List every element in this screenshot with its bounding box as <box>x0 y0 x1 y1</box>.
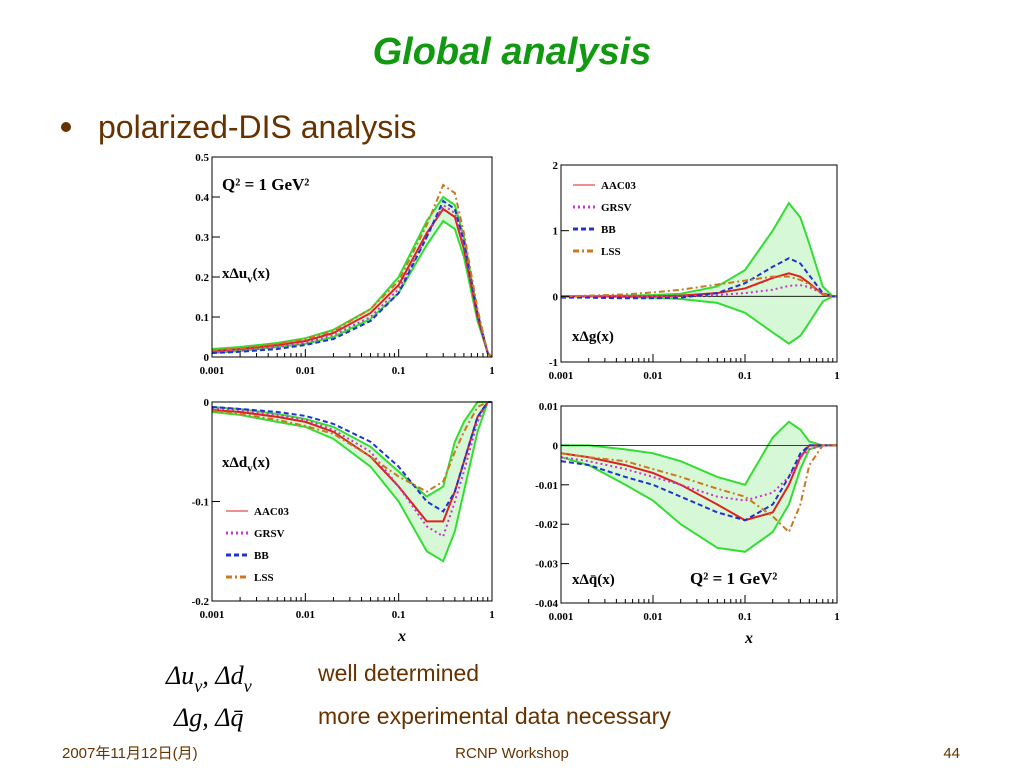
note-text: more experimental data necessary <box>318 703 671 729</box>
x-tick-label: 1 <box>834 370 840 382</box>
x-tick-label: 0.01 <box>643 370 662 382</box>
y-tick-label: -0.01 <box>535 480 558 492</box>
series-line <box>211 203 493 358</box>
formula: Δuv, Δdv <box>165 661 253 696</box>
x-tick-label: 0.001 <box>549 370 574 382</box>
formula-part: Δu <box>165 661 194 690</box>
series-line <box>561 257 837 300</box>
series-line <box>211 401 492 523</box>
bullet-text: polarized-DIS analysis <box>98 109 416 145</box>
footer-page: 44 <box>943 745 960 762</box>
legend-label: BB <box>601 224 616 236</box>
plot-frame <box>211 156 493 358</box>
plot-frame <box>560 164 838 363</box>
y-tick-label: 0.3 <box>195 232 209 244</box>
x-tick-label: 0.01 <box>643 611 662 623</box>
legend-label: AAC03 <box>601 180 636 192</box>
x-tick-label: 0.1 <box>738 370 752 382</box>
y-tick-label: 0 <box>204 352 210 364</box>
x-axis-label: x <box>397 628 406 645</box>
x-tick-label: 1 <box>834 611 840 623</box>
series-line <box>211 401 492 493</box>
annotation-part: xΔd <box>222 455 248 471</box>
y-tick-label: 2 <box>553 160 559 172</box>
note-text: well determined <box>317 660 479 686</box>
formula-part: v <box>194 676 203 696</box>
y-tick-label: -0.04 <box>535 598 558 610</box>
bullet-dot <box>61 122 71 132</box>
x-tick-label: 0.001 <box>200 365 225 377</box>
y-tick-label: 0.1 <box>195 312 209 324</box>
legend-label: AAC03 <box>254 506 289 518</box>
y-tick-label: 0 <box>553 291 559 303</box>
x-tick-label: 0.1 <box>392 609 406 621</box>
annotation: xΔdv(x) <box>222 455 270 475</box>
error-band <box>212 402 492 562</box>
y-tick-label: 0.2 <box>195 272 209 284</box>
x-tick-label: 0.1 <box>738 611 752 623</box>
y-tick-label: -0.03 <box>535 559 558 571</box>
formula-part: Δg, Δq̄ <box>173 703 244 732</box>
annotation-part: xΔu <box>222 266 247 282</box>
annotation-part: Q² = 1 GeV² <box>690 569 777 588</box>
series-line <box>211 207 493 358</box>
legend-label: LSS <box>601 246 621 258</box>
slide-title: Global analysis <box>373 31 652 73</box>
plot-frame <box>560 405 838 604</box>
legend-label: LSS <box>254 572 274 584</box>
band-edge <box>211 401 492 563</box>
annotation: Q² = 1 GeV² <box>222 175 309 194</box>
y-tick-label: -0.1 <box>192 497 209 509</box>
series-line <box>211 401 492 538</box>
y-tick-label: 0 <box>553 440 559 452</box>
annotation: Q² = 1 GeV² <box>690 569 777 588</box>
x-tick-label: 1 <box>489 609 495 621</box>
formula: Δg, Δq̄ <box>173 703 244 732</box>
y-tick-label: 0.01 <box>539 401 558 413</box>
annotation-part: (x) <box>253 266 271 282</box>
legend-label: GRSV <box>601 202 632 214</box>
series-line <box>560 275 837 298</box>
series-line <box>560 444 837 522</box>
annotation: xΔq̄(x) <box>572 572 615 588</box>
x-tick-label: 0.1 <box>392 365 406 377</box>
error-band <box>561 421 837 552</box>
y-tick-label: -1 <box>549 357 558 369</box>
annotation: xΔg(x) <box>572 329 614 345</box>
annotation-part: xΔq̄(x) <box>572 572 615 588</box>
annotation-part: xΔg(x) <box>572 329 614 345</box>
formula-part: v <box>244 676 253 696</box>
annotation-part: (x) <box>253 455 271 471</box>
annotation-part: v <box>247 464 253 475</box>
y-tick-label: 1 <box>553 226 559 238</box>
y-tick-label: 0 <box>204 397 210 409</box>
series-line <box>211 183 493 358</box>
series-line <box>211 401 492 513</box>
x-tick-label: 1 <box>489 365 495 377</box>
x-tick-label: 0.01 <box>296 609 315 621</box>
x-tick-label: 0.01 <box>296 365 315 377</box>
y-tick-label: -0.2 <box>192 596 210 608</box>
annotation-part: Q² = 1 GeV² <box>222 175 309 194</box>
x-tick-label: 0.001 <box>549 611 574 623</box>
legend-label: GRSV <box>254 528 285 540</box>
series-line <box>560 444 837 534</box>
series-line <box>561 284 837 298</box>
band-edge <box>211 219 493 358</box>
formula-part: , Δd <box>202 661 244 690</box>
series-line <box>560 444 837 502</box>
legend-label: BB <box>254 550 269 562</box>
footer-event: RCNP Workshop <box>455 745 569 762</box>
y-tick-label: 0.4 <box>195 192 209 204</box>
annotation: xΔuv(x) <box>222 266 270 286</box>
x-axis-label: x <box>744 630 753 647</box>
annotation-part: v <box>247 275 253 286</box>
series-line <box>211 199 493 358</box>
error-band <box>212 197 492 357</box>
footer-date: 2007年11月12日(月) <box>62 745 198 762</box>
x-tick-label: 0.001 <box>200 609 225 621</box>
y-tick-label: 0.5 <box>195 152 209 164</box>
y-tick-label: -0.02 <box>535 519 558 531</box>
